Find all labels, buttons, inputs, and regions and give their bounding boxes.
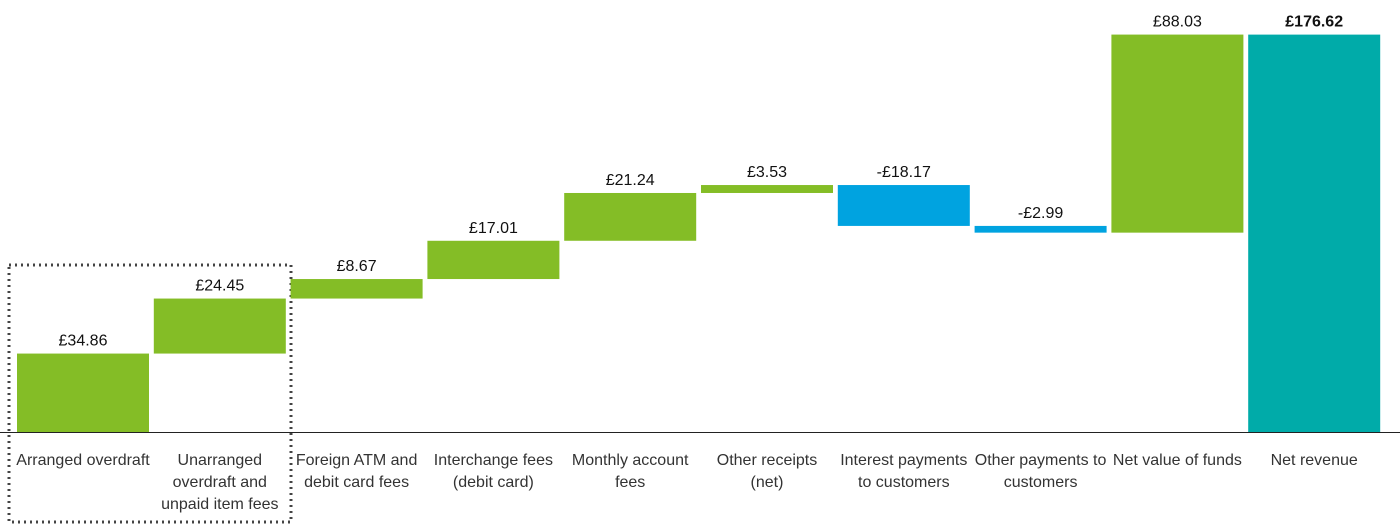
bar	[290, 279, 423, 299]
value-label: £3.53	[747, 164, 787, 181]
bar	[564, 192, 697, 241]
value-label: -£18.17	[877, 164, 931, 181]
value-label: -£2.99	[1018, 205, 1063, 222]
category-label: Monthly account fees	[571, 452, 689, 491]
bar	[153, 298, 286, 354]
category-label: Other payments to customers	[974, 452, 1107, 491]
value-label: £176.62	[1285, 14, 1343, 31]
category-label: Other receipts (net)	[716, 452, 818, 491]
category-label: Interest payments to customers	[840, 452, 968, 491]
bar	[1111, 34, 1244, 233]
category-label: Interchange fees (debit card)	[433, 452, 553, 491]
bar	[1248, 34, 1381, 432]
category-label: Net value of funds	[1112, 452, 1242, 469]
bar	[837, 185, 970, 226]
value-label: £24.45	[195, 278, 244, 295]
category-label: Unarranged overdraft and unpaid item fee…	[161, 452, 279, 513]
category-label: Foreign ATM and debit card fees	[295, 452, 418, 491]
value-label: £17.01	[469, 220, 518, 237]
bar	[427, 240, 560, 280]
category-label: Net revenue	[1270, 452, 1358, 469]
bar	[17, 353, 149, 432]
highlight-box	[7, 263, 293, 524]
category-label: Arranged overdraft	[16, 452, 150, 469]
value-label: £8.67	[337, 258, 377, 275]
value-label: £34.86	[59, 333, 108, 350]
bar	[701, 185, 833, 193]
bar	[974, 225, 1107, 233]
value-label: £88.03	[1153, 14, 1202, 31]
value-label: £21.24	[606, 172, 655, 189]
